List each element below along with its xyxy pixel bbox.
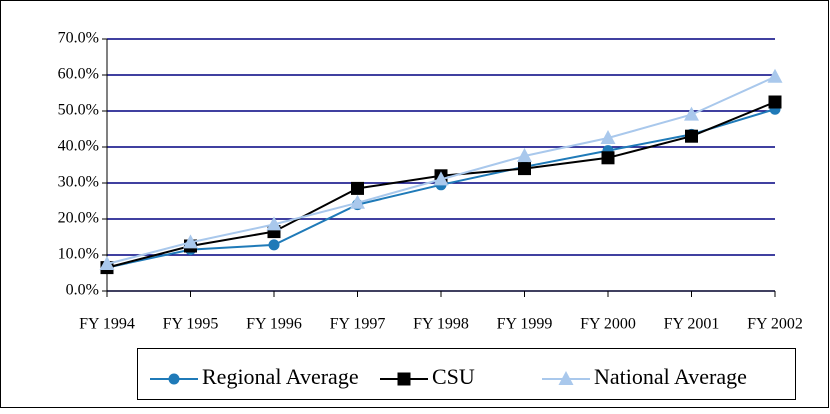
y-tick-label: 10.0%	[58, 246, 99, 263]
y-tick-label: 20.0%	[58, 210, 99, 227]
x-tick-label: FY 2000	[580, 316, 636, 333]
legend-label: CSU	[432, 364, 475, 389]
x-tick-label: FY 1994	[79, 316, 135, 333]
marker	[99, 256, 115, 270]
marker	[518, 162, 531, 176]
y-tick-label: 70.0%	[58, 30, 99, 47]
x-tick-label: FY 2001	[664, 316, 720, 333]
x-tick-label: FY 1995	[163, 316, 219, 333]
legend-marker	[397, 372, 411, 386]
marker	[600, 130, 616, 144]
x-tick-label: FY 1996	[246, 316, 302, 333]
marker	[768, 95, 782, 109]
marker	[685, 129, 698, 143]
x-tick-label: FY 1999	[497, 316, 553, 333]
x-tick-label: FY 2002	[747, 316, 803, 333]
legend-marker	[558, 371, 574, 385]
legend-label: Regional Average	[202, 364, 359, 389]
legend-box	[137, 348, 796, 400]
marker	[183, 234, 198, 249]
marker	[517, 148, 532, 162]
marker	[601, 151, 615, 165]
legend-marker	[168, 373, 180, 385]
marker	[767, 68, 783, 83]
x-tick-label: FY 1998	[413, 316, 469, 333]
marker	[350, 194, 365, 209]
y-tick-label: 40.0%	[58, 138, 99, 155]
legend-label: National Average	[594, 364, 747, 389]
marker	[268, 239, 280, 251]
y-tick-label: 30.0%	[58, 174, 99, 191]
marker	[351, 181, 364, 195]
marker	[266, 216, 282, 231]
y-tick-label: 50.0%	[58, 102, 99, 119]
marker	[684, 106, 699, 121]
y-tick-label: 60.0%	[58, 66, 99, 83]
x-tick-label: FY 1997	[330, 316, 386, 333]
marker	[433, 171, 449, 186]
y-tick-label: 0.0%	[66, 282, 99, 299]
